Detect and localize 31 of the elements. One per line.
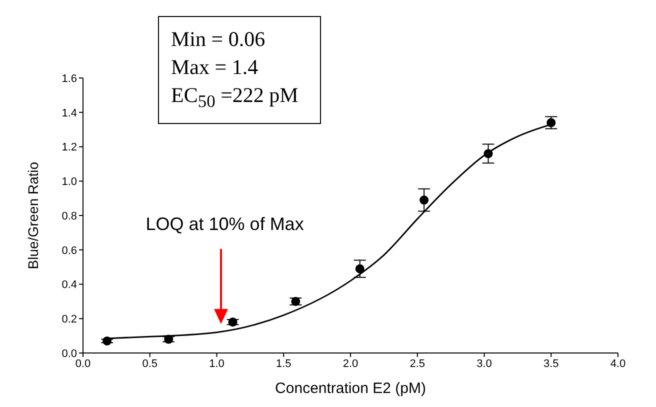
x-tick-label: 1.5: [276, 358, 292, 370]
x-tick-label: 1.0: [209, 358, 224, 370]
x-tick-label: 0.5: [142, 358, 158, 370]
point: [228, 318, 238, 327]
y-tick-label: 0.2: [62, 314, 77, 326]
x-tick-label: 3.0: [476, 358, 492, 370]
point: [164, 334, 174, 344]
x-tick-label: 2.0: [342, 358, 358, 370]
x-tick-label: 0.0: [75, 358, 91, 370]
annotation: LOQ at 10% of Max: [146, 214, 304, 235]
y-axis-title: Blue/Green Ratio: [24, 162, 41, 270]
y-tick-label: 1.2: [62, 142, 77, 154]
annotation: Max = 1.4: [171, 54, 260, 81]
x-tick-label: 2.5: [410, 358, 426, 370]
y-tick-label: 1.4: [62, 107, 77, 120]
y-tick-label: 1.0: [62, 176, 77, 188]
y-tick-label: 0.6: [62, 244, 77, 257]
annotation: EC$_{50}$ =222 pM: [171, 82, 298, 114]
point: [102, 336, 112, 346]
y-tick-label: 0.4: [62, 279, 77, 292]
point: [484, 149, 493, 158]
x-tick-label: 4.0: [610, 358, 626, 370]
point: [291, 296, 300, 306]
y-tick-label: 0.8: [62, 210, 77, 222]
y-tick-label: 0.0: [62, 348, 77, 360]
text: Min = 0.06: [171, 26, 266, 53]
y-tick-label: 1.6: [62, 72, 77, 85]
point: [355, 264, 364, 274]
x-axis-title: Concentration E2 (pM): [275, 380, 426, 397]
point: [420, 196, 429, 205]
x-tick-label: 3.5: [543, 358, 559, 370]
